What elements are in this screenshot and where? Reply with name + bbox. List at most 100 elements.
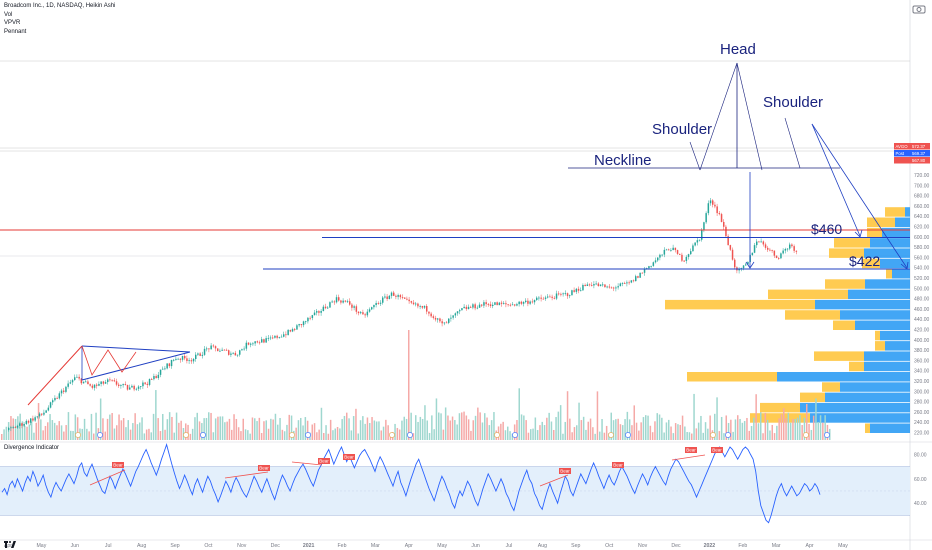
candle-body-111 [111, 379, 113, 381]
candle-body-318 [318, 311, 320, 313]
x-tick-label-7: Nov [237, 543, 247, 549]
volume-bar-47 [47, 422, 49, 440]
volume-bar-316 [316, 432, 318, 440]
volume-bar-130 [129, 429, 132, 440]
candle-body-664 [663, 249, 666, 255]
bear-label-box-2 [318, 458, 330, 464]
volume-bar-65 [65, 425, 67, 440]
volume-bar-233 [233, 414, 235, 440]
volume-bar-562 [562, 433, 564, 440]
volume-bar-767 [766, 419, 769, 440]
candle-body-769 [769, 249, 771, 251]
volume-bar-475 [474, 415, 477, 440]
volume-bar-413 [412, 433, 415, 440]
volume-bar-346 [346, 412, 348, 440]
volume-bar-151 [150, 432, 152, 440]
volume-bar-613 [612, 420, 615, 440]
volume-bar-203 [203, 418, 205, 440]
camera-icon[interactable] [912, 4, 926, 14]
volume-bar-565 [564, 421, 566, 440]
candle-body-360 [360, 312, 362, 314]
indicator-title[interactable]: Divergence Indicator [4, 445, 60, 451]
volume-bar-383 [382, 426, 385, 440]
volume-bar-298 [297, 420, 300, 440]
candle-body-633 [632, 280, 635, 282]
volume-bar-279 [279, 418, 281, 440]
volume-bar-661 [661, 417, 663, 440]
candle-body-694 [694, 242, 696, 246]
volume-bar-822 [822, 422, 824, 440]
candle-body-789 [789, 244, 791, 249]
bear-label-2: Bear [319, 459, 329, 464]
volume-bar-629 [628, 419, 631, 440]
volume-bar-716 [716, 397, 718, 440]
candle-body-505 [505, 303, 507, 305]
candle-body-59 [58, 393, 61, 399]
candle-body-644 [643, 269, 646, 273]
y-tick-label-19: 600.00 [914, 235, 930, 241]
candle-body-298 [298, 324, 300, 326]
y-tick-label-20: 620.00 [914, 225, 930, 231]
volume-bar-157 [157, 418, 159, 440]
candle-body-177 [177, 358, 179, 360]
volume-bar-111 [111, 413, 113, 440]
candle-body-195 [195, 354, 197, 359]
volume-bar-417 [417, 421, 419, 440]
volume-bar-116 [116, 425, 118, 440]
volume-bar-739 [739, 418, 741, 440]
candle-body-232 [232, 352, 234, 354]
candle-body-371 [371, 307, 373, 310]
candle-body-65 [65, 386, 67, 392]
volume-bar-714 [714, 413, 716, 440]
volume-bar-569 [569, 418, 571, 440]
candle-body-83 [82, 381, 85, 384]
study-vol-label[interactable]: Vol [4, 11, 13, 18]
volume-bar-588 [587, 421, 589, 440]
candle-body-230 [230, 353, 232, 355]
candle-body-679 [679, 253, 681, 255]
volume-bar-6 [5, 426, 8, 440]
candle-body-61 [60, 390, 63, 394]
candle-body-109 [109, 379, 111, 381]
volume-bar-236 [235, 418, 238, 440]
volume-bar-118 [118, 414, 120, 440]
candle-body-536 [536, 297, 538, 301]
volume-bar-542 [541, 421, 543, 440]
osc-y-tick-1: 60.00 [914, 477, 927, 483]
candle-body-151 [151, 379, 153, 380]
volume-bar-58 [58, 421, 60, 440]
volume-bar-571 [571, 432, 573, 440]
bear-divergence-line-1 [224, 471, 269, 479]
candle-body-637 [637, 276, 639, 278]
x-tick-label-14: Jun [471, 543, 479, 549]
volume-bar-84 [83, 418, 86, 440]
volume-bar-645 [645, 415, 647, 440]
candle-body-444 [443, 322, 446, 324]
y-tick-label-24: 700.00 [914, 183, 930, 189]
vpvr-bar-blue-14 [864, 351, 910, 361]
candle-body-241 [241, 349, 243, 351]
candle-body-622 [621, 283, 624, 284]
volume-bar-305 [304, 417, 307, 440]
y-tick-label-14: 500.00 [914, 286, 930, 292]
volume-bar-226 [226, 421, 228, 440]
candle-body-580 [580, 290, 582, 292]
study-pennant-label[interactable]: Pennant [4, 28, 27, 35]
event-marker-2 [183, 432, 189, 438]
candle-body-501 [500, 302, 503, 304]
volume-bar-406 [405, 418, 408, 440]
study-vpvr-label[interactable]: VPVR [4, 20, 21, 26]
osc-y-tick-2: 80.00 [914, 452, 927, 458]
candle-body-602 [602, 284, 604, 286]
candle-body-758 [758, 241, 760, 243]
candle-body-193 [192, 358, 195, 362]
candle-body-518 [518, 301, 520, 305]
volume-bar-647 [647, 415, 649, 440]
volume-bar-70 [70, 430, 72, 440]
candle-body-87 [87, 381, 89, 385]
symbol-title[interactable]: Broadcom Inc., 1D, NASDAQ, Heikin Ashi [4, 3, 116, 9]
candle-body-375 [375, 303, 377, 305]
volume-bar-238 [237, 427, 240, 440]
volume-bar-696 [695, 428, 698, 440]
